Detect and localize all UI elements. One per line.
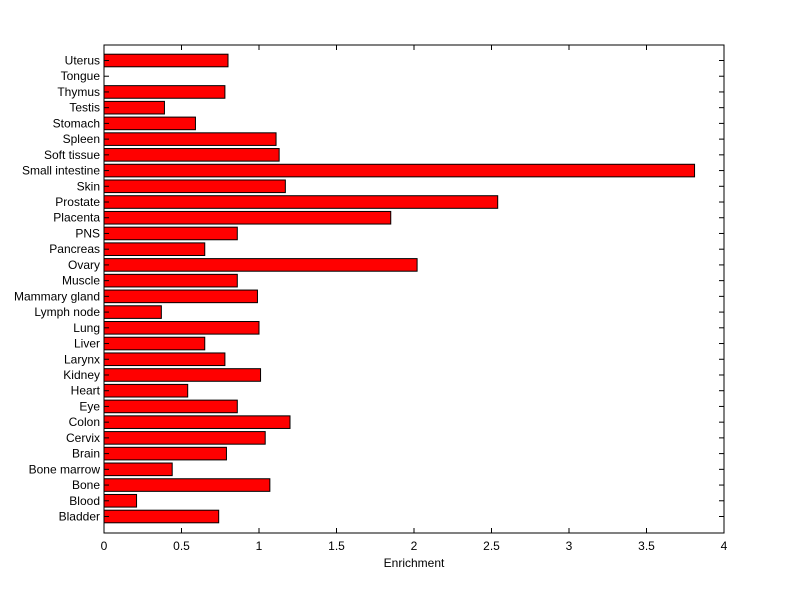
bar-liver bbox=[103, 336, 206, 351]
y-tick-label-prostate: Prostate bbox=[55, 195, 100, 209]
bar-uterus bbox=[103, 53, 229, 68]
bar-brain bbox=[103, 446, 227, 461]
bar-stomach bbox=[103, 116, 196, 131]
bar-kidney bbox=[103, 368, 262, 382]
bar-colon bbox=[103, 415, 291, 429]
x-tick-label: 2 bbox=[411, 539, 418, 553]
bar-placenta bbox=[103, 210, 392, 225]
y-tick-label-lung: Lung bbox=[73, 321, 100, 335]
y-tick-label-skin: Skin bbox=[77, 179, 100, 193]
x-tick-label: 2.5 bbox=[483, 539, 500, 553]
bar-soft-tissue bbox=[103, 148, 280, 162]
y-tick-label-colon: Colon bbox=[69, 415, 100, 429]
plot-frame bbox=[103, 44, 725, 534]
y-tick-label-testis: Testis bbox=[69, 101, 100, 115]
y-tick-label-larynx: Larynx bbox=[64, 352, 100, 366]
y-tick-label-spleen: Spleen bbox=[63, 132, 100, 146]
bar-small-intestine bbox=[103, 163, 696, 178]
y-tick-label-soft-tissue: Soft tissue bbox=[44, 148, 100, 162]
x-tick-label: 3.5 bbox=[638, 539, 655, 553]
y-tick-label-blood: Blood bbox=[69, 494, 100, 508]
bar-lymph-node bbox=[103, 305, 162, 319]
bar-bone-marrow bbox=[103, 462, 173, 477]
bar-prostate bbox=[103, 195, 499, 209]
bar-pns bbox=[103, 226, 238, 241]
bar-larynx bbox=[103, 352, 226, 367]
y-tick-label-lymph-node: Lymph node bbox=[34, 305, 100, 319]
y-tick-label-brain: Brain bbox=[72, 447, 100, 461]
y-tick-label-pns: PNS bbox=[75, 226, 100, 240]
y-tick-label-bone-marrow: Bone marrow bbox=[29, 462, 101, 476]
bar-muscle bbox=[103, 273, 238, 288]
y-tick-label-bone: Bone bbox=[72, 478, 100, 492]
y-tick-label-uterus: Uterus bbox=[65, 54, 100, 68]
y-tick-label-bladder: Bladder bbox=[59, 510, 100, 524]
bar-testis bbox=[103, 100, 165, 115]
y-tick-label-small-intestine: Small intestine bbox=[22, 164, 100, 178]
x-tick-label: 4 bbox=[721, 539, 728, 553]
y-tick-label-kidney: Kidney bbox=[63, 368, 100, 382]
bar-pancreas bbox=[103, 242, 206, 256]
bar-skin bbox=[103, 179, 286, 194]
bar-ovary bbox=[103, 258, 418, 272]
x-tick-label: 1 bbox=[256, 539, 263, 553]
x-axis-label: Enrichment bbox=[384, 556, 445, 570]
bar-spleen bbox=[103, 132, 277, 146]
bar-bladder bbox=[103, 509, 220, 524]
bar-heart bbox=[103, 383, 189, 398]
y-tick-label-ovary: Ovary bbox=[68, 258, 100, 272]
y-tick-label-mammary-gland: Mammary gland bbox=[14, 289, 100, 303]
y-tick-label-placenta: Placenta bbox=[53, 211, 100, 225]
bar-lung bbox=[103, 321, 260, 335]
y-tick-label-muscle: Muscle bbox=[62, 274, 100, 288]
y-tick-label-heart: Heart bbox=[71, 384, 101, 398]
x-tick-label: 0.5 bbox=[173, 539, 190, 553]
bar-cervix bbox=[103, 431, 266, 445]
x-tick-label: 1.5 bbox=[328, 539, 345, 553]
bar-bone bbox=[103, 478, 271, 492]
x-tick-label: 3 bbox=[566, 539, 573, 553]
y-tick-label-cervix: Cervix bbox=[66, 431, 100, 445]
bar-mammary-gland bbox=[103, 289, 258, 304]
y-tick-label-thymus: Thymus bbox=[57, 85, 100, 99]
bar-eye bbox=[103, 399, 238, 414]
bar-thymus bbox=[103, 85, 226, 99]
y-tick-label-stomach: Stomach bbox=[53, 116, 100, 130]
y-tick-label-tongue: Tongue bbox=[61, 69, 101, 83]
y-tick-label-liver: Liver bbox=[74, 337, 100, 351]
y-tick-label-eye: Eye bbox=[79, 399, 100, 413]
x-tick-label: 0 bbox=[101, 539, 108, 553]
y-tick-label-pancreas: Pancreas bbox=[49, 242, 100, 256]
